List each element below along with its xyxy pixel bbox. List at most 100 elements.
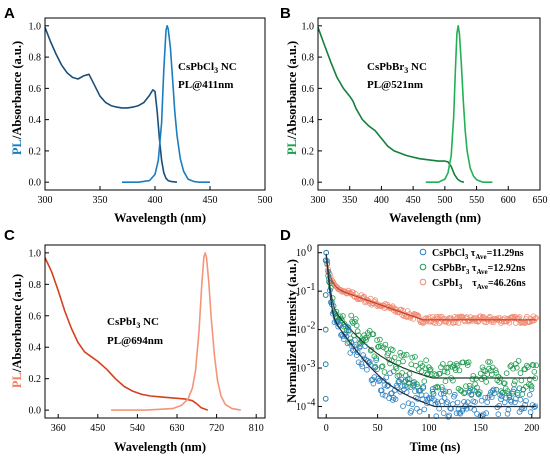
data-point — [513, 364, 520, 371]
data-point — [492, 367, 499, 374]
data-point — [466, 382, 473, 389]
data-point — [508, 399, 515, 405]
data-point — [482, 368, 489, 374]
data-point — [353, 322, 360, 329]
data-point — [401, 352, 407, 358]
data-point — [455, 320, 462, 326]
data-point — [362, 343, 368, 349]
data-point — [446, 412, 453, 419]
x-tick-label: 350 — [93, 195, 108, 206]
legend: CsPbCl3 τAve=11.29ns CsPbBr3 τAve=12.92n… — [432, 248, 526, 291]
data-point — [393, 365, 400, 372]
data-point — [438, 384, 445, 390]
data-point — [431, 397, 438, 404]
data-point — [322, 361, 329, 368]
data-point — [350, 347, 356, 354]
data-point — [348, 312, 355, 319]
data-point — [401, 386, 407, 393]
data-point — [485, 359, 491, 365]
data-point — [435, 384, 441, 391]
data-point — [526, 391, 533, 398]
data-point — [397, 388, 404, 395]
data-point — [483, 410, 490, 416]
data-point — [437, 370, 443, 377]
x-tick-label: 350 — [342, 195, 357, 206]
data-point — [451, 391, 458, 398]
data-point — [387, 370, 393, 377]
data-point — [412, 388, 418, 395]
panel-letter-c: C — [4, 227, 15, 244]
y-axis-label: PL/Absorbance (a.u.) — [10, 41, 24, 155]
data-point — [403, 351, 410, 358]
data-point — [454, 399, 461, 406]
data-point — [438, 398, 445, 405]
data-point — [404, 383, 411, 390]
data-point — [364, 297, 371, 304]
data-point — [528, 318, 535, 325]
x-tick-label: 450 — [203, 195, 218, 206]
data-point — [340, 313, 346, 319]
data-point — [530, 362, 537, 369]
data-point — [468, 392, 475, 398]
data-point — [483, 379, 490, 385]
data-point — [322, 395, 329, 402]
data-point — [391, 354, 398, 361]
x-tick-label: 720 — [209, 423, 224, 434]
fit-line — [325, 253, 536, 408]
PL-line — [425, 24, 493, 183]
y-tick-label: 0.4 — [29, 343, 42, 354]
data-point — [503, 370, 510, 377]
data-point — [346, 327, 353, 334]
y-tick-label: 10 — [296, 364, 306, 375]
x-tick-label: 150 — [473, 423, 488, 434]
data-point — [322, 292, 329, 298]
data-point — [373, 355, 380, 362]
y-tick-label: 10 — [296, 325, 306, 336]
y-tick-label: 0.2 — [302, 146, 315, 157]
x-tick-label: 550 — [469, 195, 484, 206]
data-point — [478, 397, 485, 404]
data-point — [354, 328, 361, 335]
x-tick-label: 810 — [249, 423, 264, 434]
data-point — [420, 383, 427, 390]
data-point — [399, 383, 405, 390]
data-point — [526, 376, 533, 383]
data-point — [450, 401, 456, 407]
data-point — [488, 394, 495, 401]
data-point — [364, 366, 370, 373]
data-point — [416, 408, 423, 415]
data-point — [446, 388, 453, 395]
plot-frame — [44, 244, 266, 419]
data-point — [398, 376, 404, 383]
x-tick-label: 360 — [51, 423, 66, 434]
x-tick-label: 500 — [437, 195, 452, 206]
y-tick-label: 0.2 — [29, 146, 42, 157]
data-point — [531, 404, 538, 411]
data-point — [392, 396, 399, 403]
y-axis-label: PL/Absorbance (a.u.) — [10, 274, 24, 388]
pl-annotation: PL@521nm — [367, 79, 423, 91]
data-point — [400, 403, 406, 410]
data-point — [514, 390, 521, 396]
data-point — [495, 373, 502, 380]
data-point — [399, 370, 405, 376]
y-tick-exponent: -4 — [307, 397, 315, 408]
data-point — [383, 374, 390, 381]
data-point — [512, 399, 518, 406]
data-point — [356, 344, 363, 351]
data-point — [352, 337, 358, 343]
data-point — [478, 376, 485, 382]
data-point — [428, 317, 435, 324]
y-tick-label: 0.0 — [29, 178, 42, 189]
x-tick-label: 0 — [324, 423, 329, 434]
panel-b: B PL/Absorbance (a.u.) Wavelength (nm) C… — [280, 5, 548, 225]
data-point — [476, 389, 483, 395]
data-point — [493, 386, 500, 393]
data-point — [412, 353, 418, 360]
y-axis-label: PL/Absorbance (a.u.) — [285, 41, 299, 155]
data-point — [456, 367, 463, 374]
data-point — [370, 331, 377, 338]
data-point — [454, 362, 461, 369]
sample-annotation: CsPbCl3 NC — [178, 61, 237, 75]
panel-a: A PL/Absorbance (a.u.) Wavelength (nm) C… — [4, 5, 273, 225]
